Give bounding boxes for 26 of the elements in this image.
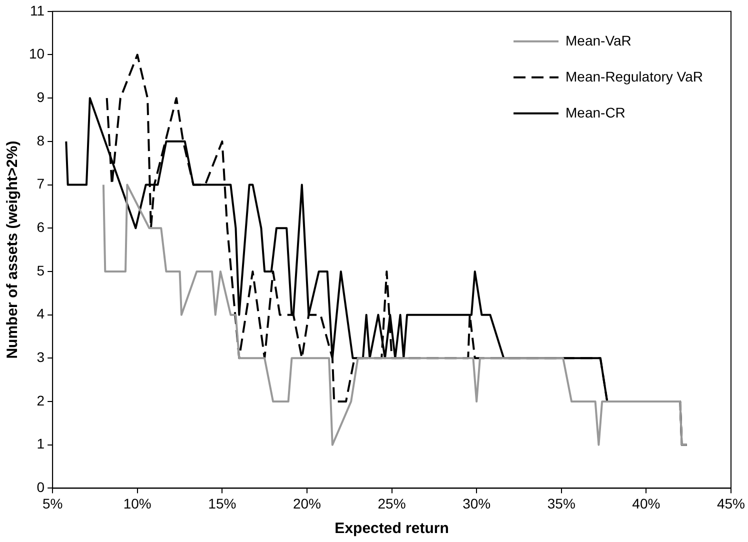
y-tick-label: 1 xyxy=(36,436,45,452)
y-axis-title: Number of assets (weight>2%) xyxy=(4,140,22,359)
x-tick-label: 20% xyxy=(292,495,321,512)
legend-label: Mean-CR xyxy=(566,104,626,120)
y-tick-label: 3 xyxy=(36,349,45,366)
y-tick-label: 4 xyxy=(36,306,45,322)
y-tick-label: 8 xyxy=(36,132,45,148)
x-tick-label: 40% xyxy=(632,495,660,512)
x-tick-label: 15% xyxy=(208,495,236,512)
y-tick-label: 6 xyxy=(36,218,45,235)
x-tick-label: 5% xyxy=(42,495,63,512)
legend-label: Mean-Regulatory VaR xyxy=(566,68,704,84)
x-tick-label: 25% xyxy=(378,495,406,512)
x-tick-label: 10% xyxy=(123,495,152,512)
y-tick-label: 7 xyxy=(36,176,45,192)
y-tick-label: 0 xyxy=(36,479,45,496)
x-tick-label: 30% xyxy=(462,495,491,512)
y-tick-label: 2 xyxy=(36,392,45,408)
x-axis-title: Expected return xyxy=(334,520,449,538)
legend-label: Mean-VaR xyxy=(566,32,632,48)
x-tick-label: 45% xyxy=(716,495,746,512)
y-tick-label: 11 xyxy=(30,2,45,18)
y-tick-label: 10 xyxy=(28,46,45,62)
y-tick-label: 9 xyxy=(36,88,45,105)
y-tick-label: 5 xyxy=(36,262,45,278)
x-tick-label: 35% xyxy=(547,495,576,512)
